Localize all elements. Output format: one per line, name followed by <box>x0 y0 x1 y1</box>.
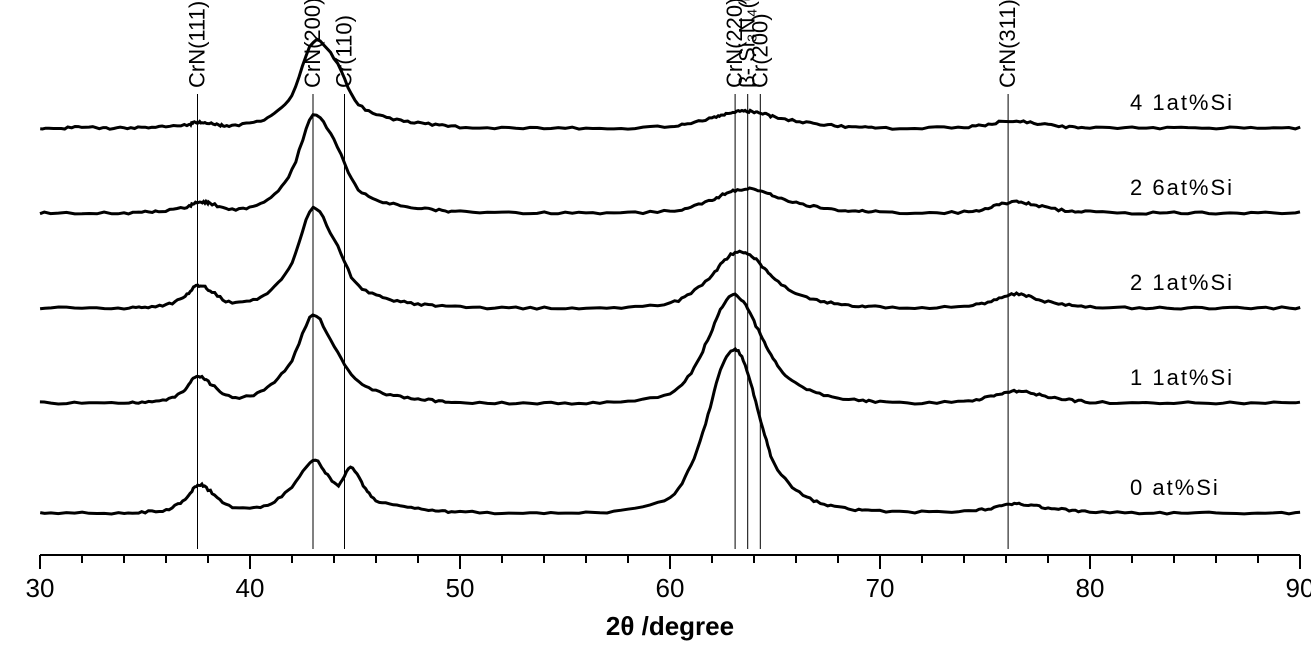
x-tick-label: 80 <box>1076 573 1105 603</box>
traces-group <box>40 39 1300 514</box>
peak-label: Cr(200) <box>747 13 772 88</box>
x-ticks-group: 30 40 50 60 70 80 90 <box>26 555 1311 603</box>
series-label: 1 1at%Si <box>1130 365 1234 390</box>
x-tick-label: 60 <box>656 573 685 603</box>
x-axis-label: 2θ /degree <box>606 611 734 641</box>
xrd-trace <box>40 39 1300 129</box>
xrd-chart: CrN(111)CrN(200)Cr(110)CrN(220)β- Si₃N₄(… <box>0 0 1311 670</box>
series-label: 2 6at%Si <box>1130 175 1234 200</box>
peak-label: CrN(111) <box>185 1 210 88</box>
xrd-trace <box>40 207 1300 309</box>
xrd-trace <box>40 294 1300 404</box>
series-labels-group: 4 1at%Si 2 6at%Si 2 1at%Si 1 1at%Si 0 at%Si <box>1130 90 1234 500</box>
peak-label: CrN(311) <box>995 0 1020 88</box>
x-tick-label: 70 <box>866 573 895 603</box>
series-label: 4 1at%Si <box>1130 90 1234 115</box>
peak-labels-group: CrN(111)CrN(200)Cr(110)CrN(220)β- Si₃N₄(… <box>185 0 1021 88</box>
series-label: 2 1at%Si <box>1130 270 1234 295</box>
x-tick-label: 30 <box>26 573 55 603</box>
x-tick-label: 50 <box>446 573 475 603</box>
xrd-trace <box>40 349 1300 514</box>
x-tick-label: 40 <box>236 573 265 603</box>
series-label: 0 at%Si <box>1130 475 1220 500</box>
xrd-trace <box>40 115 1300 214</box>
x-tick-label: 90 <box>1286 573 1311 603</box>
reference-lines-group <box>198 94 1009 549</box>
